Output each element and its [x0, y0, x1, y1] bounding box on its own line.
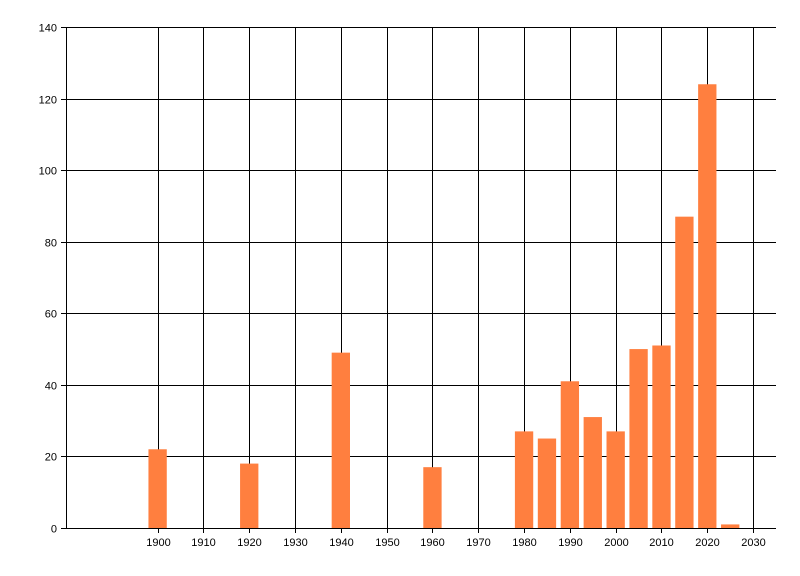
tick-labels: 0 20 40 60 80 100 120 140 1900 1910 1920 1930 1940 19… — [39, 23, 766, 550]
y-tick-label: 60 — [45, 309, 57, 321]
bar — [652, 345, 671, 528]
x-tick-label: 1910 — [191, 537, 215, 549]
y-tick-label: 120 — [39, 95, 57, 107]
x-tick-label: 2000 — [604, 537, 628, 549]
bar — [240, 463, 259, 528]
bar — [583, 417, 602, 528]
bar — [675, 216, 694, 528]
bar — [148, 449, 167, 528]
axes — [61, 27, 776, 533]
y-tick-label: 140 — [39, 23, 57, 35]
y-tick-label: 100 — [39, 166, 57, 178]
x-tick-label: 1990 — [558, 537, 582, 549]
grid-lines — [66, 27, 776, 529]
x-tick-label: 1970 — [466, 537, 490, 549]
bar — [698, 84, 717, 528]
bar — [331, 352, 350, 528]
x-tick-label: 1950 — [375, 537, 399, 549]
bar — [560, 381, 580, 528]
x-tick-label: 1960 — [420, 537, 444, 549]
y-tick-label: 20 — [45, 452, 57, 464]
bar — [629, 349, 648, 528]
x-tick-label: 1900 — [146, 537, 170, 549]
bar — [721, 524, 740, 528]
bar — [606, 431, 625, 528]
x-tick-label: 2020 — [695, 537, 719, 549]
x-tick-label: 1940 — [329, 537, 353, 549]
bar — [537, 438, 557, 528]
bar — [423, 467, 442, 528]
x-tick-label: 1920 — [237, 537, 261, 549]
x-tick-label: 2010 — [649, 537, 673, 549]
y-tick-label: 40 — [45, 381, 57, 393]
y-tick-label: 0 — [51, 524, 57, 536]
x-tick-label: 2030 — [741, 537, 765, 549]
y-tick-label: 80 — [45, 238, 57, 250]
x-tick-label: 1980 — [512, 537, 536, 549]
bar — [514, 431, 534, 528]
x-tick-label: 1930 — [283, 537, 307, 549]
bars — [148, 84, 740, 528]
